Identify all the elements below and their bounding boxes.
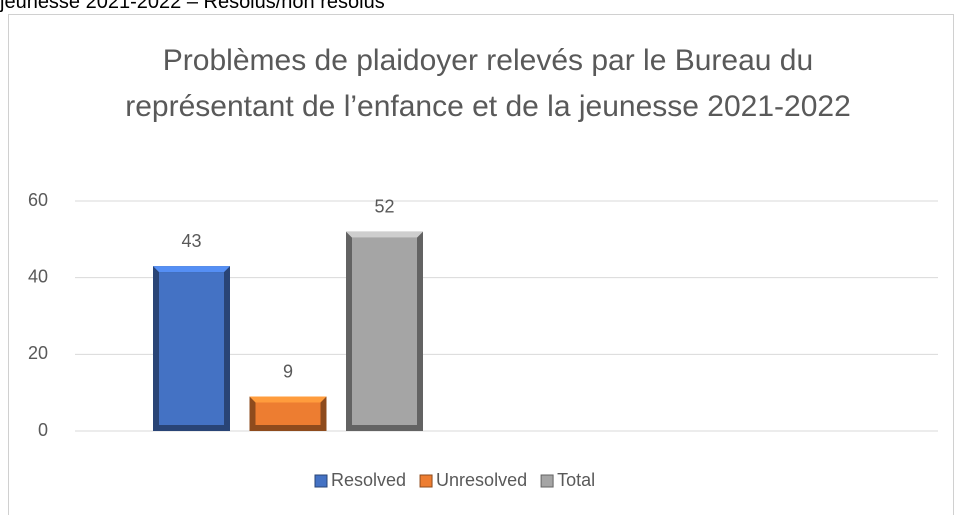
legend-swatch: [540, 474, 554, 488]
legend-label: Resolved: [331, 470, 406, 490]
caption: jeunesse 2021-2022 – Résolus/non résolus: [0, 0, 385, 13]
data-label: 9: [283, 361, 293, 381]
chart-frame: [8, 14, 954, 515]
legend-label: Total: [557, 470, 595, 490]
data-label: 52: [374, 196, 394, 216]
y-tick-label: 60: [28, 190, 48, 210]
bar-face: [352, 237, 417, 425]
bar-bevel: [346, 231, 423, 238]
y-tick-label: 20: [28, 343, 48, 363]
y-tick-label: 40: [28, 266, 48, 286]
legend-swatch: [419, 474, 433, 488]
data-label: 43: [181, 231, 201, 251]
legend-swatch: [314, 474, 328, 488]
y-tick-label: 0: [38, 420, 48, 440]
legend-label: Unresolved: [436, 470, 527, 490]
bar-face: [255, 402, 321, 425]
bar-bevel: [249, 396, 327, 403]
bar-bevel: [153, 266, 230, 273]
bar-face: [159, 272, 224, 425]
chart-title: Problèmes de plaidoyer relevés par le Bu…: [125, 44, 851, 123]
